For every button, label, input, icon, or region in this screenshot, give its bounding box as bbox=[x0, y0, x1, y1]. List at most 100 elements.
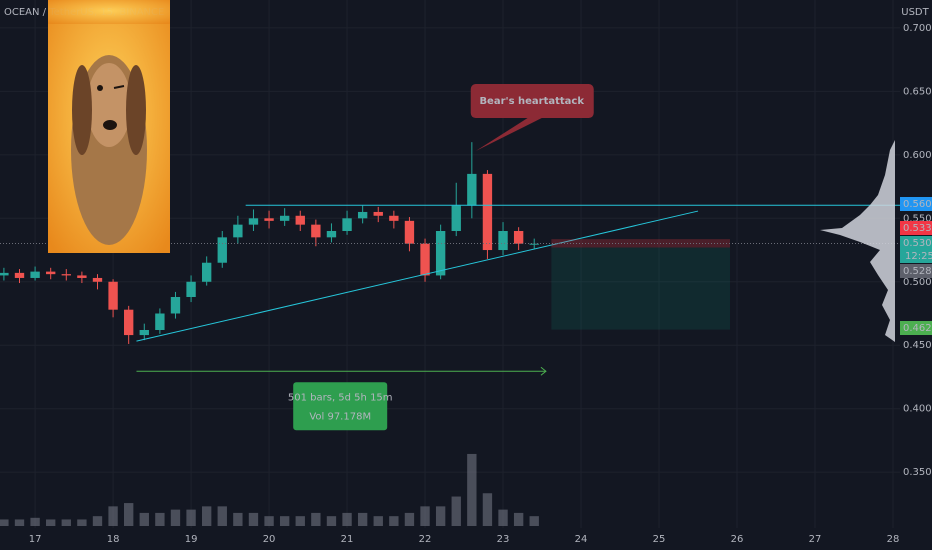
dog-picture bbox=[48, 0, 170, 253]
candle-body bbox=[155, 313, 165, 330]
candle-body bbox=[342, 218, 352, 231]
volume-bar bbox=[233, 512, 243, 526]
candle-body bbox=[404, 220, 415, 244]
volume-bar bbox=[124, 503, 134, 526]
candle-body bbox=[482, 173, 493, 251]
candle-body bbox=[139, 330, 149, 336]
candle-body bbox=[311, 224, 321, 238]
countdown: 12:25 bbox=[905, 251, 932, 262]
stop-zone bbox=[551, 239, 730, 248]
volume-bar bbox=[420, 506, 430, 526]
volume-bar bbox=[30, 517, 40, 526]
candle-body bbox=[248, 218, 259, 225]
trend-line bbox=[136, 210, 699, 342]
candle-body bbox=[0, 272, 9, 276]
measure-bars: 501 bars, 5d 5h 15m bbox=[288, 392, 393, 403]
price-badge-label: 0.5336 bbox=[903, 223, 932, 234]
candle-body bbox=[357, 211, 368, 219]
candle-body bbox=[279, 215, 290, 221]
volume-bar bbox=[404, 512, 415, 526]
candle-body bbox=[14, 272, 25, 278]
volume-bar bbox=[451, 496, 461, 526]
candle-body bbox=[108, 281, 118, 310]
candle-body bbox=[467, 173, 477, 206]
volume-bar bbox=[311, 512, 321, 526]
volume-bar bbox=[279, 516, 290, 526]
x-tick-label: 20 bbox=[263, 534, 276, 545]
candle-body bbox=[420, 243, 430, 276]
x-tick-label: 22 bbox=[419, 534, 432, 545]
candle-body bbox=[46, 271, 56, 275]
candle-body bbox=[389, 215, 399, 221]
x-tick-label: 23 bbox=[497, 534, 510, 545]
volume-profile bbox=[820, 140, 895, 342]
candle-body bbox=[170, 297, 181, 314]
x-tick-label: 18 bbox=[107, 534, 120, 545]
candle-body bbox=[92, 277, 103, 282]
price-badge-label: 0.5302 bbox=[903, 238, 932, 249]
volume-bar bbox=[357, 512, 368, 526]
candle-body bbox=[295, 215, 305, 225]
volume-bar bbox=[435, 506, 446, 526]
x-tick-label: 24 bbox=[575, 534, 588, 545]
candle-body bbox=[77, 275, 87, 278]
volume-bar bbox=[217, 506, 227, 526]
candle-body bbox=[30, 271, 40, 278]
volume-bar bbox=[92, 516, 103, 526]
volume-bar bbox=[467, 453, 477, 526]
volume-bar bbox=[295, 516, 305, 526]
currency: USDT bbox=[901, 7, 929, 18]
candle-body bbox=[233, 224, 243, 238]
x-tick-label: 27 bbox=[809, 534, 822, 545]
x-tick-label: 17 bbox=[29, 534, 42, 545]
callout-box bbox=[470, 84, 594, 119]
volume-bar bbox=[14, 519, 25, 526]
volume-bar bbox=[482, 493, 493, 526]
candle-body bbox=[186, 281, 196, 297]
price-badge-label: 0.4623 bbox=[903, 323, 932, 334]
price-badge bbox=[900, 197, 932, 211]
volume-bar bbox=[77, 519, 87, 526]
volume-bar bbox=[248, 512, 259, 526]
volume-bar bbox=[373, 516, 383, 526]
candle-body bbox=[435, 231, 446, 276]
volume-bar bbox=[529, 516, 539, 526]
volume-bar bbox=[389, 516, 399, 526]
volume-bar bbox=[61, 519, 71, 526]
callout-pointer bbox=[475, 116, 546, 152]
volume-bar bbox=[498, 509, 508, 526]
x-tick-label: 26 bbox=[731, 534, 744, 545]
x-tick-label: 28 bbox=[887, 534, 900, 545]
price-badge bbox=[900, 264, 932, 278]
price-badge-label: 0.5603 bbox=[903, 199, 932, 210]
candle-body bbox=[513, 231, 524, 244]
volume-bar bbox=[170, 509, 181, 526]
y-tick-label: 0.3500 bbox=[903, 467, 932, 478]
candle-body bbox=[124, 309, 134, 336]
x-tick-label: 21 bbox=[341, 534, 354, 545]
volume-bar bbox=[0, 519, 9, 526]
candle-body bbox=[217, 237, 227, 263]
candle-body bbox=[451, 205, 461, 231]
volume-bar bbox=[326, 516, 337, 526]
price-badge bbox=[900, 321, 932, 335]
x-tick-label: 25 bbox=[653, 534, 666, 545]
volume-bar bbox=[155, 512, 165, 526]
candle-body bbox=[498, 231, 508, 251]
measure-volume: Vol 97.178M bbox=[309, 411, 371, 422]
volume-bar bbox=[108, 506, 118, 526]
measure-arrow bbox=[540, 366, 547, 376]
callout-text: Bear's heartattack bbox=[479, 96, 584, 107]
measure-box bbox=[293, 382, 388, 431]
volume-bar bbox=[46, 519, 56, 526]
picture-top bbox=[48, 0, 170, 24]
candle-body bbox=[61, 274, 71, 276]
volume-bar bbox=[186, 509, 196, 526]
